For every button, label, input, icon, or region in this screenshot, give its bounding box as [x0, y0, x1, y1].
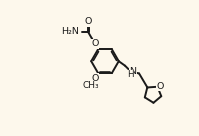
- Text: O: O: [156, 82, 164, 91]
- Text: H₂N: H₂N: [61, 27, 79, 36]
- Text: O: O: [84, 17, 92, 26]
- Text: CH₃: CH₃: [82, 81, 99, 90]
- Text: O: O: [91, 74, 99, 83]
- Text: H: H: [127, 70, 134, 79]
- Text: N: N: [129, 67, 136, 76]
- Text: O: O: [91, 39, 99, 48]
